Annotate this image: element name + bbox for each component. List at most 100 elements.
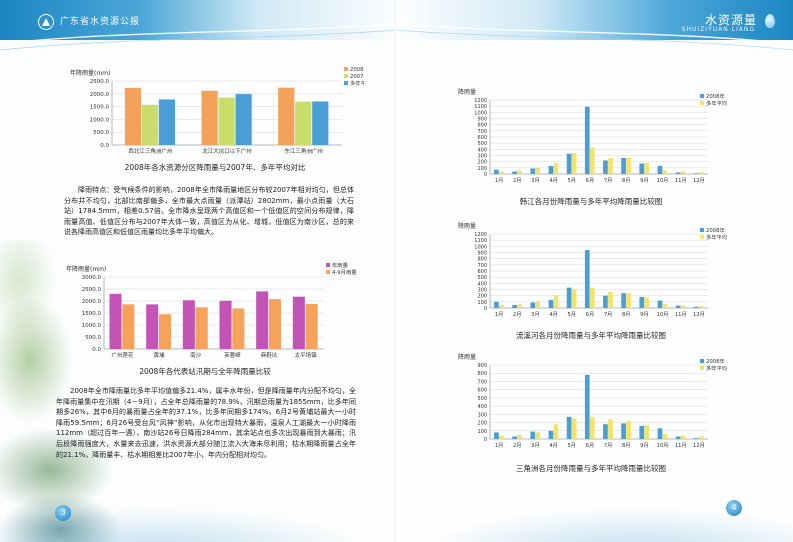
left-page: 广东省水资源公报 年降雨量(mm) 0.0 500.0 1000.0 1500.0 200…	[0, 0, 396, 542]
bar	[657, 165, 663, 174]
chart-monthly-rainfall-2: 降雨量0100200300400500600700800900100011001…	[458, 222, 727, 318]
bar	[626, 157, 631, 174]
bar	[499, 171, 504, 174]
wave-decoration	[0, 440, 396, 542]
bar	[512, 304, 517, 308]
bar	[232, 308, 245, 349]
bar	[517, 434, 522, 439]
bar	[182, 300, 195, 349]
y-tick-label: 600	[477, 269, 487, 275]
y-tick-label: 800	[477, 123, 487, 129]
header-band	[0, 0, 396, 40]
bar	[158, 99, 176, 145]
x-tick-label: 2月	[513, 177, 522, 184]
legend-label: 多年平均	[350, 79, 364, 87]
y-tick-label: 100	[477, 429, 487, 435]
bar	[566, 287, 572, 308]
x-tick-label: 11月	[675, 442, 687, 449]
y-tick-label: 300	[477, 412, 487, 418]
bar	[608, 419, 613, 439]
y-tick-label: 1000	[474, 110, 487, 116]
x-tick-label: 太平场镇	[295, 351, 318, 359]
bar	[109, 293, 122, 349]
bar	[305, 303, 318, 349]
legend-swatch	[326, 263, 330, 267]
bar	[548, 299, 554, 308]
legend-swatch	[326, 270, 330, 274]
y-tick-label: 100	[477, 300, 487, 306]
y-axis-label: 降雨量	[458, 222, 476, 230]
chart1-caption: 2008年各水资源分区降雨量与2007年、多年平均对比	[124, 163, 306, 172]
y-tick-label: 2500.0	[82, 287, 102, 293]
y-tick-label: 200	[477, 421, 487, 427]
x-tick-label: 6月	[586, 442, 595, 449]
bar	[693, 306, 699, 308]
bar	[256, 291, 269, 349]
x-tick-label: 11月	[675, 311, 687, 318]
bar	[644, 425, 650, 439]
y-tick-label: 400	[477, 281, 487, 287]
annual-rainfall-paragraph: 2008年全市降雨量比多年平均值偏多21.4%，属丰水年份，但是降雨量年内分配不…	[56, 387, 356, 459]
y-tick-label: 1500.0	[82, 311, 102, 317]
x-tick-label: 8月	[622, 177, 631, 184]
bar	[626, 420, 631, 439]
bar	[535, 432, 541, 439]
legend-label: 多年平均	[706, 99, 727, 107]
y-tick-label: 700	[477, 263, 487, 269]
bar	[675, 172, 681, 174]
bar	[566, 416, 572, 439]
x-tick-label: 4月	[549, 311, 558, 318]
x-tick-label: 3月	[531, 177, 540, 184]
bar	[621, 157, 626, 174]
chart-station-rainfall: 年降雨量(mm) 0.0 500.0 1000.0 1500.0 2000.0 2500.0…	[66, 261, 357, 359]
legend-label: 2008年	[706, 92, 725, 100]
x-tick-label: 麻鞋坑	[261, 351, 278, 359]
bar	[278, 87, 295, 145]
bar	[644, 297, 650, 308]
x-tick-label: 1月	[495, 311, 504, 318]
page-number-left: 3	[55, 505, 71, 521]
y-tick-label: 1000.0	[82, 323, 102, 329]
x-tick-label: 9月	[640, 311, 649, 318]
bar	[122, 304, 135, 349]
y-tick-label: 500	[477, 141, 487, 147]
bar	[530, 431, 536, 439]
y-tick-label: 900	[477, 251, 487, 257]
bar	[626, 293, 631, 308]
y-tick-label: 200	[477, 160, 487, 166]
publication-title: 广东省水资源公报	[60, 17, 141, 27]
x-tick-label: 12月	[693, 311, 705, 318]
bar	[530, 302, 536, 308]
chart4-caption: 流溪河各月份降雨量与多年平均降雨量比较图	[516, 331, 666, 340]
bar	[494, 301, 499, 308]
x-tick-label: 4月	[549, 177, 558, 184]
y-tick-label: 900	[477, 117, 487, 123]
y-tick-label: 1200	[474, 98, 487, 104]
y-tick-label: 500.0	[93, 130, 109, 136]
bar	[675, 305, 681, 308]
y-axis-label: 降雨量	[458, 353, 476, 361]
y-tick-label: 600	[477, 135, 487, 141]
bar	[548, 430, 554, 439]
x-tick-label: 5月	[568, 442, 577, 449]
bar	[553, 295, 559, 308]
legend-swatch	[700, 228, 704, 232]
bar	[535, 167, 541, 174]
bar	[608, 291, 613, 308]
bar	[201, 90, 218, 145]
x-tick-label: 芙蓉嶂	[224, 351, 241, 359]
legend-swatch	[344, 81, 348, 85]
bar	[657, 300, 663, 308]
x-tick-label: 东江三角洲广州	[284, 147, 323, 155]
bar	[657, 428, 663, 439]
bar	[530, 168, 536, 174]
x-tick-label: 5月	[568, 177, 577, 184]
x-tick-label: 3月	[531, 311, 540, 318]
bar	[693, 438, 699, 439]
x-tick-label: 11月	[675, 177, 687, 184]
bar	[584, 250, 590, 308]
bar	[589, 147, 595, 174]
bar	[639, 425, 645, 439]
bar	[584, 374, 590, 439]
